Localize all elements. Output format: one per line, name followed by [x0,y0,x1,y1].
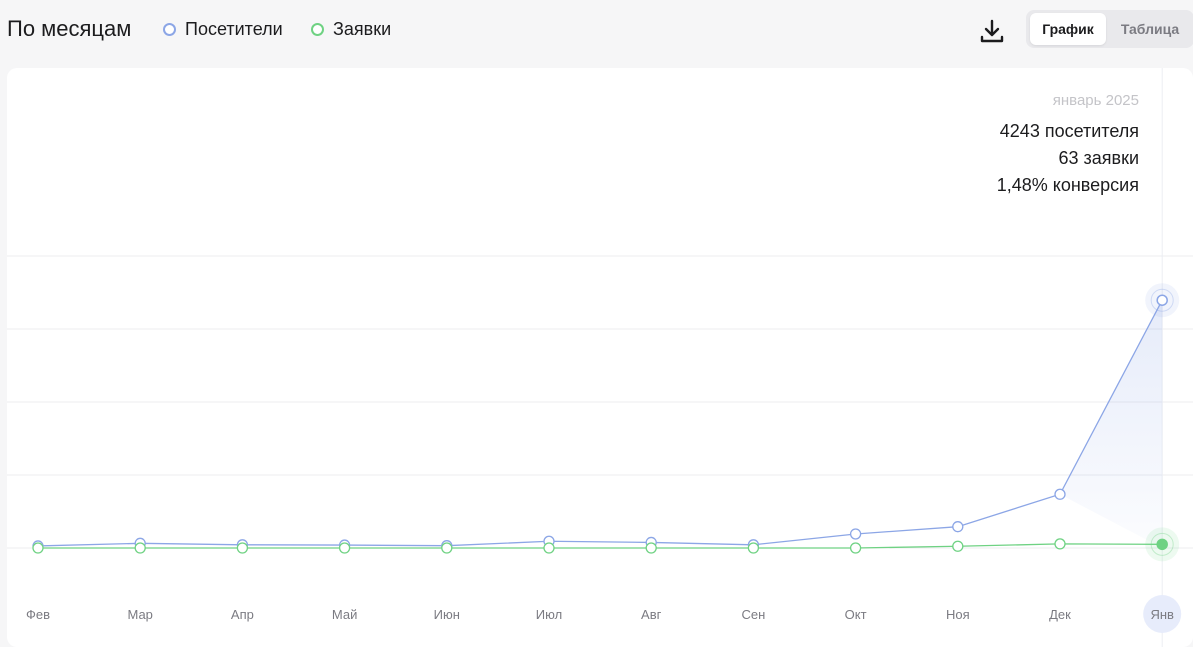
data-point [849,542,862,554]
x-tick-label: Июн [434,607,460,622]
data-point [441,542,453,554]
data-point [1156,294,1168,306]
visitors-area [1060,300,1163,548]
data-point [543,542,555,554]
data-point [32,542,44,554]
highlight-ring [1150,532,1174,556]
data-point [338,542,351,554]
x-tick-label: Янв [1150,607,1174,622]
x-tick-label: Сен [741,607,765,622]
x-tick-label: Ноя [946,607,970,622]
x-tick-label: Окт [845,607,867,622]
tooltip-requests: 63 заявки [1058,148,1139,168]
legend-dot-visitors [163,23,176,36]
highlight-ring [1150,288,1174,312]
tooltip-month: январь 2025 [1052,92,1139,109]
legend-item-requests[interactable]: Заявки [311,19,391,40]
chart-card: Фев Мар Апр Май Июн Июл Авг Сен Окт Ноя Дек Янв янв… [7,68,1193,647]
x-tick-label: Мар [127,607,152,622]
data-point [1054,488,1066,500]
data-point [236,542,249,554]
tab-chart[interactable]: График [1030,13,1106,45]
data-point [134,542,146,554]
x-tick-label: Апр [231,607,254,622]
data-point [952,540,964,552]
active-month-bg [1143,595,1182,633]
page-title: По месяцам [7,16,132,41]
data-point [952,521,964,533]
tooltip-conversion: 1,48% конверсия [996,175,1139,195]
legend-dot-requests [311,23,324,36]
x-tick-label: Авг [641,607,662,622]
chart-tooltip: январь 2025 4243 посетителя 63 заявки 1,… [997,92,1139,199]
view-toggle: График Таблица [1026,10,1193,48]
legend-label-requests: Заявки [333,19,392,39]
data-point [747,542,760,554]
x-tick-label: Май [332,607,357,622]
x-tick-label: Июл [536,607,562,622]
series-line-1 [38,543,1163,549]
data-point [1156,538,1168,551]
x-tick-label: Фев [26,607,50,622]
data-point [1054,538,1066,550]
download-icon[interactable] [978,17,1006,45]
legend-label-visitors: Посетители [185,19,283,39]
series-line-0 [37,299,1163,547]
data-point [645,542,657,554]
legend-item-visitors[interactable]: Посетители [163,19,283,40]
data-point [849,528,862,540]
x-tick-label: Дек [1049,607,1071,622]
chart-header: По месяцам Посетители Заявки График Табл… [0,0,1193,60]
tab-table[interactable]: Таблица [1120,21,1180,37]
tooltip-visitors: 4243 посетителя [999,121,1139,141]
line-chart[interactable]: Фев Мар Апр Май Июн Июл Авг Сен Окт Ноя Дек Янв [7,68,1193,647]
